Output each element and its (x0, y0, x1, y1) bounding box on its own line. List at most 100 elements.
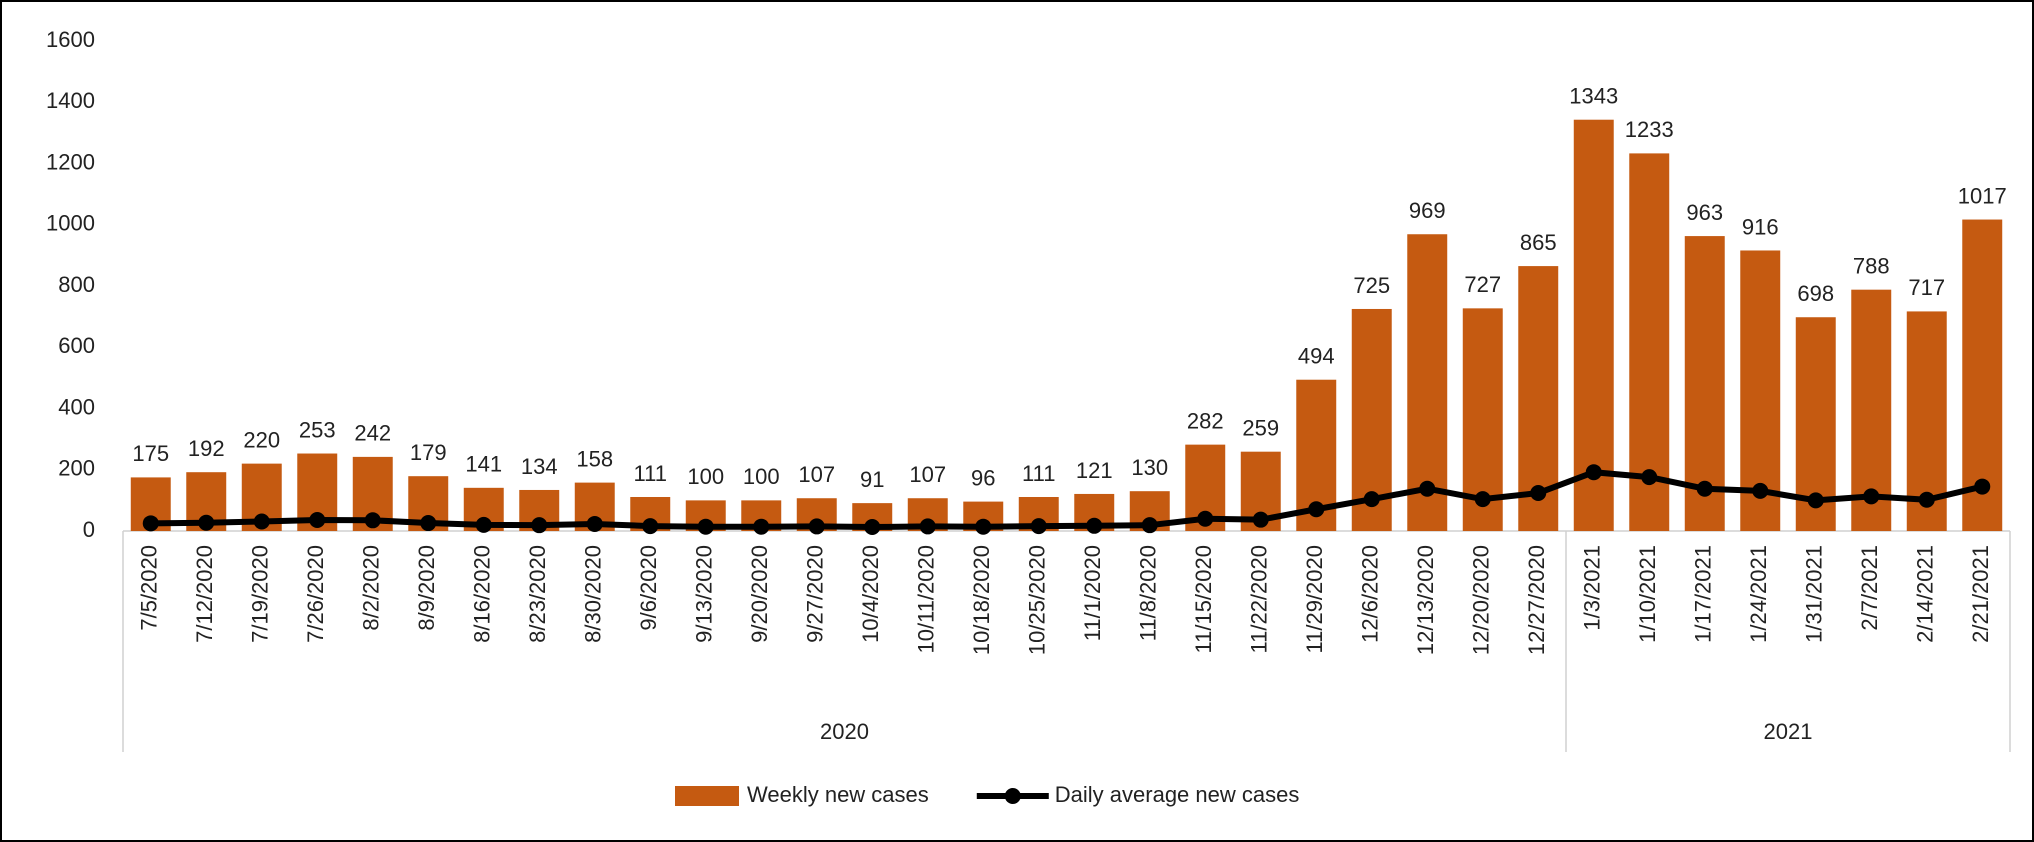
data-label: 725 (1353, 273, 1390, 298)
x-tick-label: 10/25/2020 (1025, 545, 1050, 655)
x-tick-label: 10/18/2020 (969, 545, 994, 655)
line-marker (142, 515, 159, 532)
data-label: 134 (521, 454, 558, 479)
line-marker (697, 518, 714, 535)
x-tick-label: 10/4/2020 (858, 545, 883, 643)
x-tick-label: 9/27/2020 (803, 545, 828, 643)
data-label: 179 (410, 440, 447, 465)
line-marker (919, 518, 936, 535)
data-label: 698 (1797, 281, 1834, 306)
line-marker (1474, 491, 1491, 508)
x-tick-label: 11/1/2020 (1080, 545, 1105, 641)
x-tick-label: 8/9/2020 (414, 545, 439, 631)
data-label: 107 (798, 462, 835, 487)
data-label: 192 (188, 436, 225, 461)
x-tick-label: 1/17/2021 (1691, 545, 1716, 643)
x-tick-label: 11/29/2020 (1302, 545, 1327, 653)
line-marker (753, 518, 770, 535)
data-label: 916 (1742, 214, 1779, 239)
data-label: 788 (1853, 253, 1890, 278)
x-tick-label: 2/21/2021 (1968, 545, 1993, 643)
bar (1573, 119, 1614, 532)
line-marker (1641, 469, 1658, 486)
data-label: 963 (1686, 200, 1723, 225)
line-marker (1030, 518, 1047, 535)
y-tick-label: 1000 (46, 211, 95, 236)
line-marker (475, 516, 492, 533)
line-marker (1141, 517, 1158, 534)
line-marker (253, 513, 270, 530)
line-marker (642, 518, 659, 535)
x-tick-label: 11/22/2020 (1247, 545, 1272, 653)
y-tick-label: 1600 (46, 27, 95, 52)
x-tick-label: 8/16/2020 (470, 545, 495, 643)
data-label: 175 (132, 441, 169, 466)
line-marker (1696, 480, 1713, 497)
x-tick-label: 8/30/2020 (581, 545, 606, 643)
line-marker (1086, 517, 1103, 534)
x-tick-label: 10/11/2020 (914, 545, 939, 653)
line-marker (1197, 510, 1214, 527)
x-tick-label: 7/12/2020 (192, 545, 217, 643)
line-marker (309, 511, 326, 528)
x-tick-label: 12/13/2020 (1413, 545, 1438, 655)
data-label: 242 (354, 421, 391, 446)
x-tick-label: 1/3/2021 (1580, 545, 1605, 631)
y-tick-label: 600 (58, 333, 95, 358)
line-marker (1252, 511, 1269, 528)
y-tick-label: 1400 (46, 88, 95, 113)
group-label: 2021 (1764, 719, 1813, 744)
x-tick-label: 7/19/2020 (248, 545, 273, 643)
line-marker (808, 518, 825, 535)
y-tick-label: 800 (58, 272, 95, 297)
data-label: 865 (1520, 230, 1557, 255)
legend-swatch (675, 786, 739, 806)
legend-swatch-marker (1004, 788, 1021, 804)
x-tick-label: 7/26/2020 (303, 545, 328, 643)
line-marker (420, 515, 437, 532)
legend-label: Daily average new cases (1055, 782, 1300, 807)
line-marker (1974, 478, 1991, 495)
x-tick-label: 11/8/2020 (1136, 545, 1161, 641)
data-label: 121 (1076, 458, 1113, 483)
x-tick-label: 9/13/2020 (692, 545, 717, 643)
data-label: 130 (1131, 455, 1168, 480)
data-label: 141 (465, 452, 502, 477)
line-marker (1530, 485, 1547, 502)
x-tick-label: 7/5/2020 (137, 545, 162, 631)
data-label: 969 (1409, 198, 1446, 223)
line-marker (1807, 492, 1824, 509)
line-marker (586, 515, 603, 532)
data-label: 717 (1908, 275, 1945, 300)
data-label: 96 (971, 465, 995, 490)
line-marker (1308, 501, 1325, 518)
x-tick-label: 12/27/2020 (1524, 545, 1549, 655)
x-tick-label: 9/6/2020 (636, 545, 661, 631)
x-tick-label: 2/7/2021 (1857, 545, 1882, 631)
y-tick-label: 200 (58, 456, 95, 481)
data-label: 253 (299, 417, 336, 442)
x-tick-label: 1/24/2021 (1746, 545, 1771, 643)
legend-label: Weekly new cases (747, 782, 929, 807)
line-marker (198, 514, 215, 531)
x-tick-label: 12/6/2020 (1358, 545, 1383, 643)
data-label: 107 (909, 462, 946, 487)
x-tick-label: 1/10/2021 (1635, 545, 1660, 643)
line-marker (531, 517, 548, 534)
data-label: 1343 (1569, 84, 1618, 109)
line-marker (1752, 482, 1769, 499)
data-label: 91 (860, 467, 884, 492)
x-tick-label: 8/23/2020 (525, 545, 550, 643)
line-marker (1419, 480, 1436, 497)
y-tick-label: 0 (83, 517, 95, 542)
data-label: 111 (1022, 461, 1055, 486)
data-label: 158 (576, 446, 613, 471)
line-marker (1585, 464, 1602, 481)
data-label: 100 (687, 464, 724, 489)
group-label: 2020 (820, 719, 869, 744)
y-tick-label: 400 (58, 394, 95, 419)
data-label: 111 (634, 461, 667, 486)
x-tick-label: 9/20/2020 (747, 545, 772, 643)
